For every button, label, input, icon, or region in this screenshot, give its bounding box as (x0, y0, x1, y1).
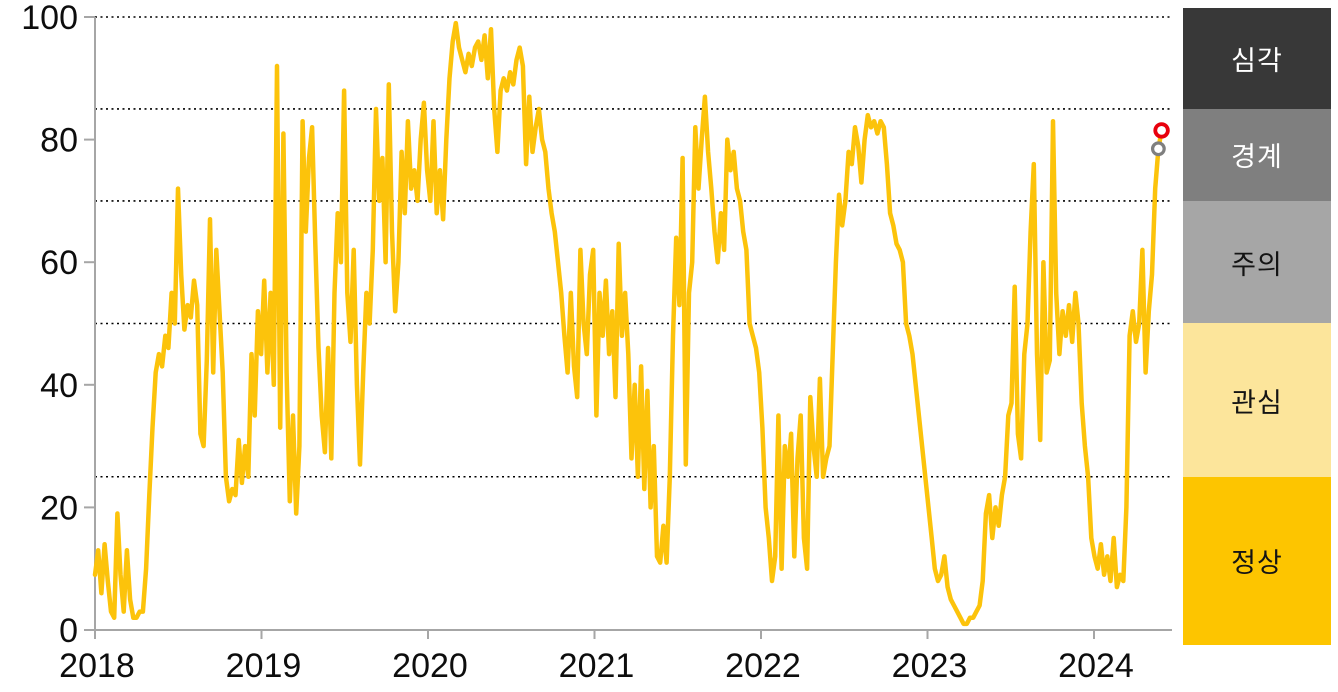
legend-band-caution: 주의 (1183, 200, 1331, 324)
y-tick-label: 40 (40, 367, 78, 405)
legend-band-normal-label: 정상 (1231, 548, 1283, 579)
legend-band-normal: 정상 (1183, 476, 1331, 645)
legend-band-caution-label: 주의 (1231, 249, 1283, 280)
x-tick-label: 2018 (59, 647, 135, 685)
legend-band-alert: 경계 (1183, 108, 1331, 201)
x-tick-label: 2019 (226, 647, 302, 685)
legend-band-severe: 심각 (1183, 8, 1331, 109)
y-tick-label: 80 (40, 122, 78, 160)
legend-band-alert-label: 경계 (1231, 142, 1283, 173)
y-tick-label: 60 (40, 244, 78, 282)
y-tick-label: 100 (21, 0, 78, 37)
legend-band-attention-label: 관심 (1231, 387, 1283, 418)
x-tick-label: 2022 (725, 647, 801, 685)
legend-band-severe-label: 심각 (1231, 45, 1283, 76)
x-tick-label: 2020 (392, 647, 468, 685)
latest-point-marker (1153, 122, 1170, 139)
y-tick-label: 20 (40, 489, 78, 527)
legend-band-attention: 관심 (1183, 323, 1331, 477)
series-line (92, 20, 1164, 627)
y-tick-label: 0 (59, 612, 78, 650)
x-tick-label: 2023 (892, 647, 968, 685)
risk-legend: 심각 경계 주의 관심 정상 (1183, 8, 1331, 645)
previous-point-marker (1150, 141, 1166, 157)
x-tick-label: 2021 (559, 647, 635, 685)
x-tick-label: 2024 (1058, 647, 1134, 685)
